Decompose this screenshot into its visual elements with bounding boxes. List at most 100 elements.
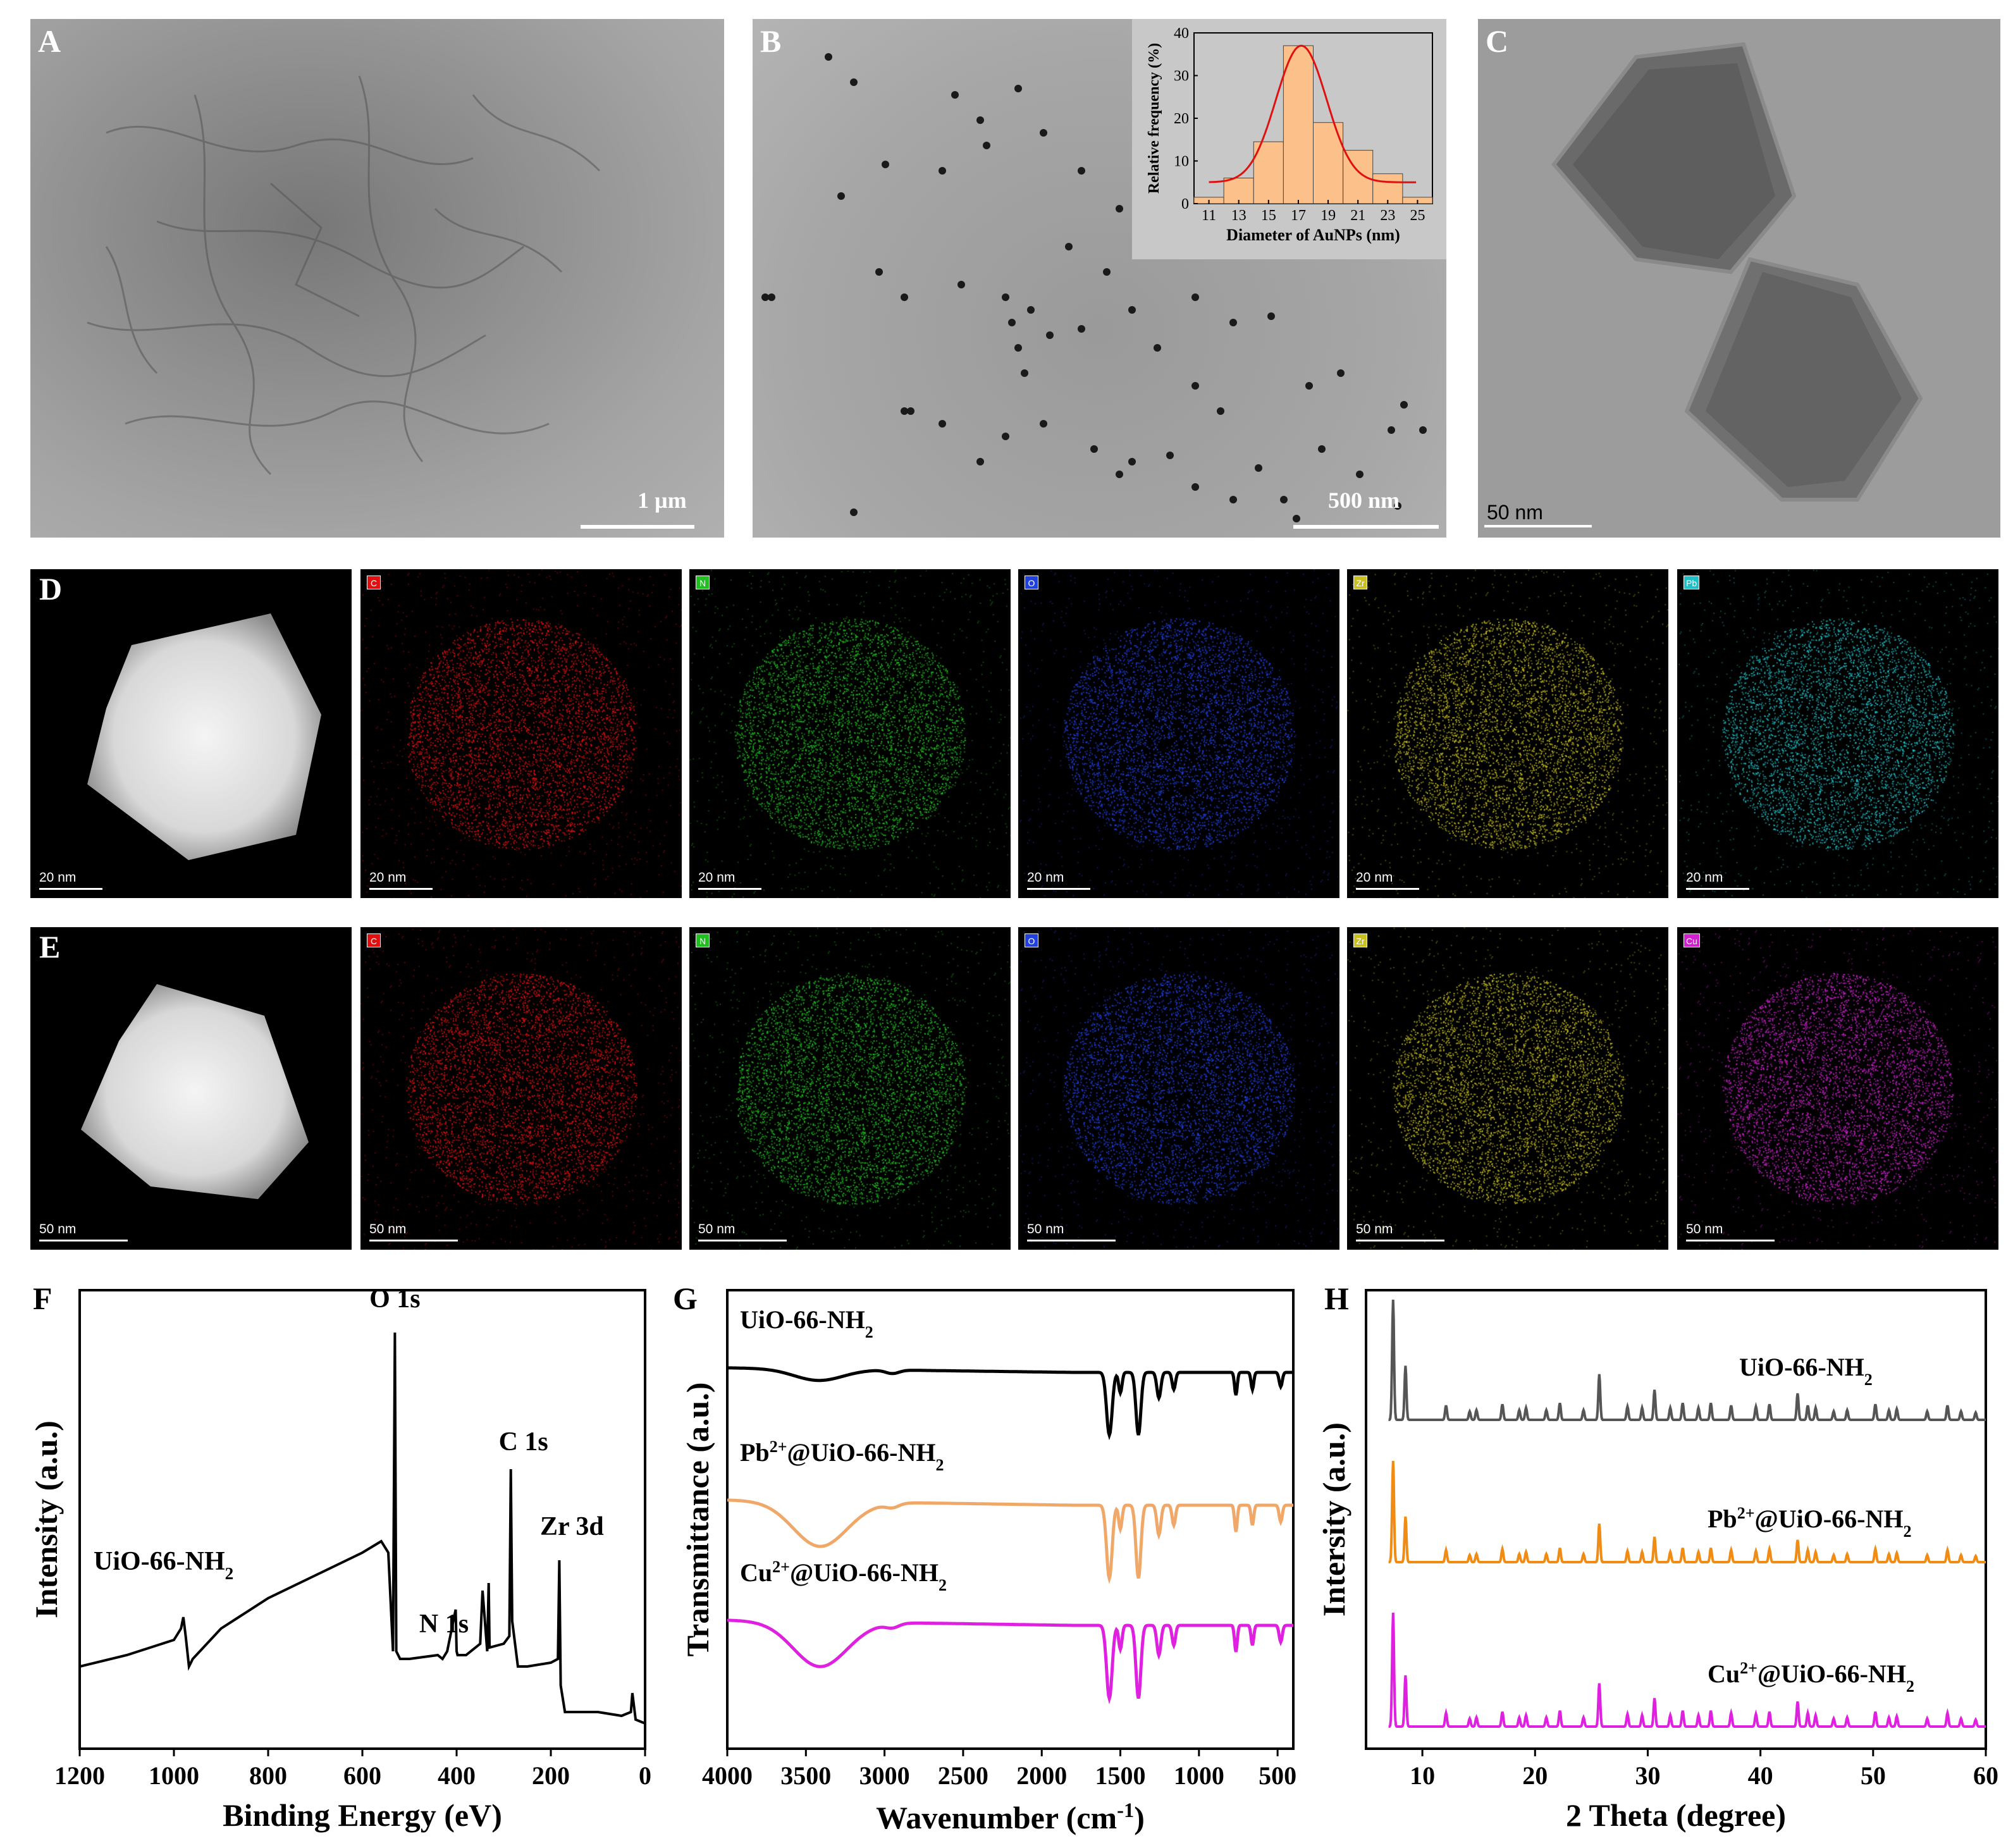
y-axis-title: Relative frequency (%) [1146,43,1162,194]
scale-bar [698,888,761,890]
eds-map-o: O 20 nm [1018,569,1339,898]
element-badge: Zr [1353,576,1367,589]
x-tick-label: 1000 [1174,1761,1224,1790]
eds-map-c: C 50 nm [360,927,682,1250]
ftir-spectrum-line [727,1366,1293,1441]
peak-label: N 1s [419,1610,469,1639]
plot-frame [726,1289,1295,1750]
series-label: Pb2+@UiO-66-NH2 [1708,1504,1911,1541]
x-tick-label: 500 [1259,1761,1296,1790]
x-axis-title: Binding Energy (eV) [223,1797,502,1833]
series-label: UiO-66-NH2 [740,1305,873,1341]
scale-bar [39,1240,128,1241]
scale-bar [1356,888,1419,890]
series-label: UiO-66-NH2 [1739,1353,1873,1389]
eds-map-pb: Pb 20 nm [1677,569,1998,898]
eds-dot-map [1018,927,1339,1250]
peak-label: C 1s [499,1427,548,1457]
histogram-inset: 0 10 20 30 40 11 13 15 17 19 21 23 25 Diameter of AuN… [1132,19,1446,259]
histogram-bar [1223,178,1254,204]
panel-h-xrd-chart: UiO-66-NH2 Pb2+@UiO-66-NH2 Cu2+@UiO-66-NH2… [1316,1281,1998,1833]
panel-label: D [39,571,63,607]
scale-bar [39,888,102,890]
scale-bar [1686,1240,1775,1241]
panel-c-tem-image: C 50 nm [1478,19,2000,538]
element-badge: Zr [1353,933,1367,947]
x-tick-label: 13 [1231,207,1247,224]
scale-bar [369,888,433,890]
xrd-pattern-line [1388,1612,1986,1728]
panel-g-ftir-chart: UiO-66-NH2 Pb2+@UiO-66-NH2 Cu2+@UiO-66-NH2… [673,1281,1296,1835]
element-badge: N [696,933,710,947]
gaussian-fit-line [1209,44,1417,183]
scale-bar-text: 20 nm [1027,870,1064,885]
x-tick-label: 40 [1748,1761,1773,1790]
x-tick-label: 17 [1291,207,1306,224]
crystal-shape [81,984,309,1199]
scale-bar-text: 20 nm [39,870,77,885]
element-badge: O [1025,576,1038,589]
x-axis-title: Diameter of AuNPs (nm) [1226,226,1400,244]
x-tick-label: 600 [343,1761,381,1790]
y-tick-label: 20 [1174,111,1189,127]
scale-bar [369,1240,458,1241]
xps-survey-line [79,1332,646,1725]
panel-label-f: F [33,1281,52,1316]
x-axis-title: Wavenumber (cm-1) [876,1799,1145,1835]
panel-label-h: H [1324,1281,1349,1316]
scale-bar [698,1240,787,1241]
x-tick-label: 11 [1202,207,1216,224]
octahedron-crystals [1551,42,1923,502]
scale-bar [1027,888,1090,890]
scale-bar [1356,1240,1444,1241]
haadf-image: E 50 nm [30,927,352,1250]
x-tick-label: 2000 [1016,1761,1067,1790]
xrd-pattern-line [1388,1460,1986,1564]
eds-map-n: N 20 nm [689,569,1011,898]
x-tick-label: 50 [1861,1761,1886,1790]
eds-map-n: N 50 nm [689,927,1011,1250]
panel-a-tem-image: A 1 µm [30,19,724,538]
x-tick-label: 60 [1973,1761,1998,1790]
y-axis-title: Intensity (a.u.) [28,1420,64,1618]
histogram-bar [1283,45,1314,204]
crystal-shape [87,613,321,860]
scale-bar-text: 50 nm [698,1222,736,1236]
element-badge: Cu [1684,933,1700,947]
series-label: Cu2+@UiO-66-NH2 [740,1558,947,1594]
scale-bar-text: 50 nm [1686,1222,1723,1236]
scale-bar-text: 20 nm [698,870,736,885]
ftir-spectrum-line [727,1618,1293,1704]
eds-dot-map [689,569,1011,898]
scale-bar-text: 50 nm [1356,1222,1393,1236]
y-tick-label: 10 [1174,154,1189,170]
eds-map-zr: Zr 50 nm [1347,927,1668,1250]
scale-bar-text: 20 nm [1686,870,1723,885]
x-tick-label: 1200 [54,1761,105,1790]
x-tick-label: 400 [438,1761,476,1790]
peak-label: Zr 3d [540,1512,604,1541]
x-tick-label: 0 [639,1761,651,1790]
xrd-pattern-line [1388,1299,1986,1421]
eds-dot-map [1347,927,1668,1250]
scale-bar-a [581,525,694,529]
eds-dot-map [1677,927,1998,1250]
x-tick-label: 1000 [149,1761,199,1790]
haadf-image: D 20 nm [30,569,352,898]
x-tick-label: 10 [1410,1761,1435,1790]
histogram-bar [1372,173,1403,204]
x-tick-label: 19 [1320,207,1336,224]
scale-bar-c [1484,525,1592,527]
element-badge: N [696,576,710,589]
eds-map-c: C 20 nm [360,569,682,898]
y-tick-label: 0 [1181,196,1189,213]
scale-bar-b [1293,525,1439,529]
eds-dot-map [1677,569,1998,898]
x-tick-label: 4000 [702,1761,753,1790]
eds-map-o: O 50 nm [1018,927,1339,1250]
panel-f-xps-chart: 1200 1000 800 600 400 200 0 Binding Energy (eV)… [28,1281,651,1833]
panel-b-tem-image: 0 10 20 30 40 11 13 15 17 19 21 23 25 Diameter of AuN… [753,19,1446,538]
panel-label-b: B [760,23,782,59]
x-tick-label: 1500 [1095,1761,1146,1790]
scale-bar-a-text: 1 µm [637,488,687,513]
